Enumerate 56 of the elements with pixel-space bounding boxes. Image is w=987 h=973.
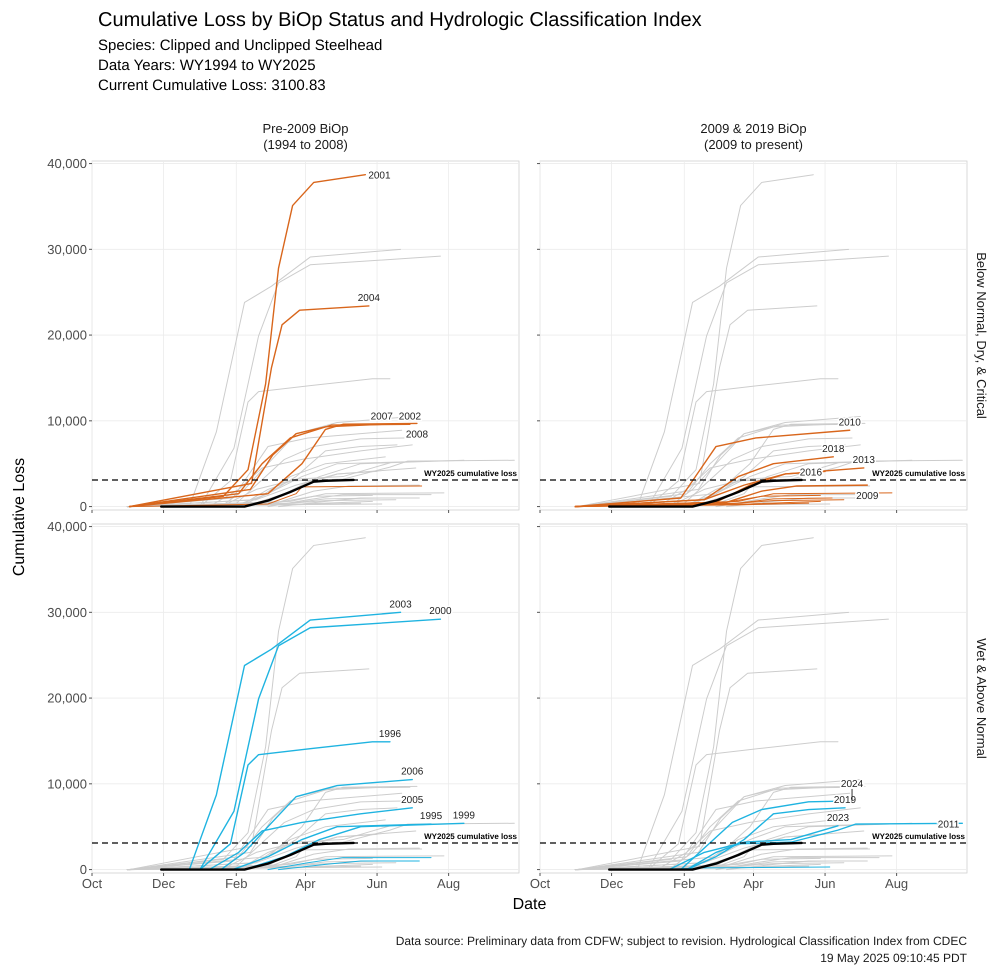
x-tick-label: Oct [530,876,550,891]
series-label: 2000 [429,606,452,618]
chart-subtitle: Species: Clipped and Unclipped Steelhead Data Years: WY1994 to WY2025 Current Cumulative Loss: 3100.83 [98,37,382,94]
text: (2009 to present) [704,137,804,152]
series-label: 2006 [401,766,424,778]
series-label: 1995 [420,811,443,822]
x-tick-label: Oct [82,876,102,891]
ref-line-label: WY2025 cumulative loss [872,832,966,841]
y-tick-label: 30,000 [47,242,87,257]
y-tick-label: 0 [80,862,87,878]
y-tick-label: 20,000 [47,328,87,343]
series-label: 1999 [452,810,476,822]
x-tick-label: Dec [600,876,624,891]
x-tick-label: Feb [225,876,248,891]
x-axis-title: Date [512,896,546,913]
x-tick-label: Apr [295,876,316,891]
text: 2009 & 2019 BiOp [700,121,807,136]
ref-line-label: WY2025 cumulative loss [424,468,518,478]
text: (1994 to 2008) [263,137,348,152]
y-tick-label: 40,000 [47,156,87,172]
ref-line-label: WY2025 cumulative loss [424,832,518,841]
y-tick-label: 0 [80,499,87,514]
series-label: 2024 [840,778,864,790]
x-tick-label: Dec [152,876,176,891]
y-tick-label: 20,000 [47,690,87,706]
series-label: 2009 [856,491,879,502]
series-label: 2010 [838,417,862,428]
x-tick-label: Aug [885,876,908,891]
series-label: 2008 [406,429,428,440]
series-label: 2002 [398,411,422,422]
series-label: 2001 [368,170,392,182]
x-tick-label: Apr [743,876,764,891]
y-tick-label: 10,000 [47,776,87,792]
y-axis-title: Cumulative Loss [11,458,28,576]
x-tick-label: Jun [366,876,388,891]
y2-axis-title: Below Normal, Dry, & Critical [974,252,987,419]
series-label: 2007 [370,411,394,422]
text: Pre-2009 BiOp [262,121,348,136]
y-tick-label: 30,000 [47,604,87,620]
series-label: 2018 [822,444,845,455]
series-label: 2013 [852,454,876,466]
x-tick-label: Aug [437,876,460,891]
chart-title: Cumulative Loss by BiOp Status and Hydrologic Classification Index [98,9,702,31]
y-tick-label: 40,000 [47,519,87,534]
ref-line-label: WY2025 cumulative loss [872,468,966,478]
source-note: Data source: Preliminary data from CDFW; subject to revision. Hydrological Classification Index from CDEC [396,934,968,948]
series-label: 1996 [378,728,402,740]
y-tick-label: 10,000 [47,413,87,428]
y2-axis-title: Wet & Above Normal [974,638,987,759]
series-label: 2005 [401,794,424,806]
series-label: 2023 [826,812,850,824]
x-tick-label: Jun [814,876,836,891]
series-label: 2004 [358,292,380,304]
series-label: 2003 [389,599,412,610]
x-tick-label: Feb [673,876,696,891]
text: 19 May 2025 09:10:45 PDT [820,951,968,965]
